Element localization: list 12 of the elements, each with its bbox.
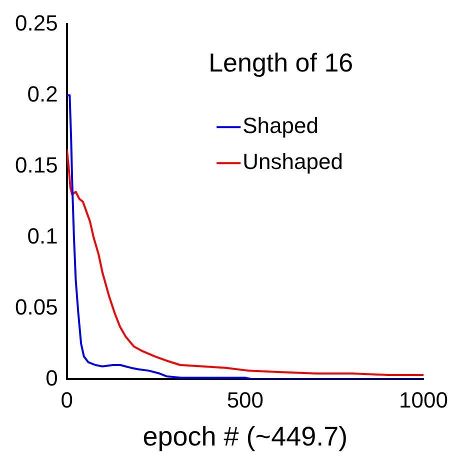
legend-label: Unshaped — [242, 149, 343, 174]
y-tick-label: 0.15 — [14, 152, 58, 178]
y-tick-label: 0 — [46, 365, 58, 390]
text: Length of 16 — [208, 47, 354, 78]
x-axis-title: epoch # (~449.7) — [142, 421, 348, 452]
x-tick-label: 1000 — [399, 387, 448, 412]
y-tick-label: 0.25 — [14, 10, 58, 36]
x-tick-label: 500 — [226, 387, 264, 412]
y-tick-label: 0.1 — [27, 223, 58, 248]
legend-label: Shaped — [242, 113, 318, 138]
y-tick-label: 0.2 — [27, 81, 58, 106]
y-tick-label: 0.05 — [14, 294, 58, 320]
